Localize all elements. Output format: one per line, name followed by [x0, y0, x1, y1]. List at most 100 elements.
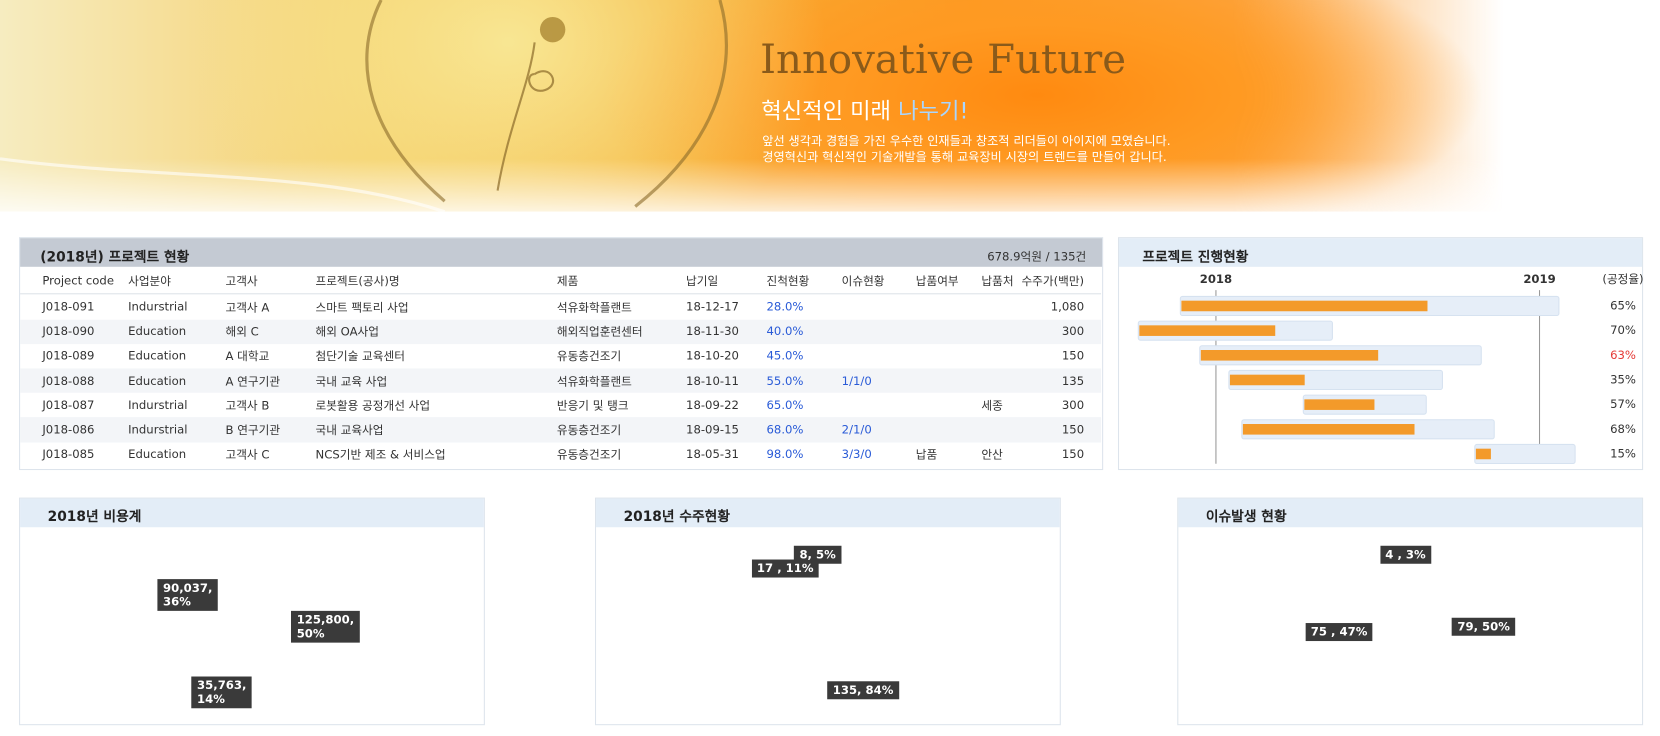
x-tick-label: 2018: [1200, 272, 1232, 286]
table-cell: 18-05-31: [686, 447, 739, 462]
table-cell: 반응기 및 탱크: [556, 398, 629, 413]
column-header: 진척현황: [766, 274, 810, 288]
table-cell: NCS기반 제조 & 서비스업: [315, 448, 446, 462]
table-cell: A 연구기관: [225, 374, 281, 389]
row-stripe: [20, 368, 1102, 393]
data-label: 4 , 3%: [1379, 545, 1431, 564]
banner-subtitle: 혁신적인 미래 나누기!: [761, 94, 968, 126]
row-stripe: [20, 319, 1102, 344]
table-cell: 로봇활용 공정개선 사업: [315, 398, 431, 413]
rate-label: 35%: [1610, 372, 1636, 386]
table-cell: 18-09-15: [686, 422, 739, 437]
banner-line: 경영혁신과 혁신적인 기술개발을 통해 교육장비 시장의 트렌드를 만들어 갑니…: [762, 149, 1167, 165]
task-track: [1474, 443, 1576, 465]
table-cell: 1/1/0: [841, 373, 872, 388]
pie-panel: [19, 497, 485, 726]
table-cell: 고객사 C: [225, 448, 270, 462]
gantt-header: [1119, 238, 1643, 267]
table-cell: 스마트 팩토리 사업: [315, 300, 409, 315]
data-label: 35,763, 14%: [191, 676, 252, 708]
table-cell: 국내 교육 사업: [315, 374, 388, 389]
table-cell: 135: [1061, 373, 1085, 388]
rate-label: 57%: [1610, 397, 1636, 411]
task-progress: [1304, 399, 1375, 410]
table-cell: 150: [1061, 447, 1085, 462]
data-label: 135, 84%: [827, 681, 899, 700]
table-cell: 98.0%: [766, 447, 804, 462]
table-cell: 2/1/0: [841, 422, 872, 437]
column-header: 납품처: [981, 274, 1014, 288]
table-cell: 18-10-11: [686, 373, 739, 388]
banner-line: 앞선 생각과 경험을 가진 우수한 인재들과 창조적 리더들이 아이지에 모였습…: [762, 133, 1171, 149]
table-cell: 해외직업훈련센터: [556, 325, 643, 339]
task-progress: [1200, 350, 1379, 361]
table-cell: Education: [128, 349, 187, 364]
column-header: 고객사: [225, 274, 258, 288]
column-header: 제품: [556, 274, 579, 288]
table-cell: Indurstrial: [128, 398, 188, 413]
table-cell: 유동층건조기: [556, 349, 622, 364]
table-cell: 해외 C: [225, 325, 259, 339]
table-cell: 납품: [915, 448, 938, 462]
data-label: 125,800, 50%: [291, 610, 360, 643]
pie-title: 2018년 수주현황: [623, 509, 730, 526]
table-cell: 65.0%: [766, 398, 804, 413]
rate-label: 68%: [1610, 422, 1636, 436]
table-cell: Indurstrial: [128, 422, 188, 437]
table-cell: 3/3/0: [841, 447, 872, 462]
table-cell: J018-085: [42, 447, 95, 462]
rate-label: 63%: [1610, 348, 1636, 362]
task-progress: [1242, 424, 1415, 435]
table-cell: Education: [128, 324, 187, 339]
data-label: 79, 50%: [1452, 617, 1516, 636]
task-progress: [1139, 325, 1276, 336]
table-cell: 고객사 B: [225, 398, 270, 413]
table-summary: 678.9억원 / 135건: [987, 249, 1087, 264]
table-cell: J018-089: [42, 349, 95, 364]
data-label: 90,037, 36%: [157, 579, 218, 612]
table-cell: 28.0%: [766, 300, 804, 314]
subtitle-accent: 나누기!: [898, 98, 969, 124]
pie-title: 이슈발생 현황: [1205, 509, 1287, 526]
table-cell: Education: [128, 447, 187, 462]
data-label: 17 , 11%: [751, 560, 819, 579]
table-cell: J018-091: [42, 300, 95, 314]
table-cell: J018-086: [42, 422, 95, 437]
column-header: 수주가(백만): [1021, 274, 1085, 288]
table-cell: 해외 OA사업: [315, 325, 379, 339]
table-cell: 300: [1061, 324, 1085, 339]
data-label: 8, 5%: [794, 546, 842, 565]
column-header: 프로젝트(공사)명: [315, 274, 400, 288]
table-cell: 세종: [981, 398, 1003, 413]
table-cell: J018-087: [42, 398, 95, 413]
subtitle: 혁신적인 미래: [761, 98, 892, 124]
table-cell: 150: [1061, 349, 1085, 364]
table-header: [20, 238, 1103, 267]
pie-panel: [1177, 497, 1644, 726]
table-cell: A 대학교: [225, 349, 270, 364]
column-header: 납품여부: [915, 274, 959, 288]
table-cell: 석유화학플랜트: [556, 300, 632, 315]
banner-art: [0, 0, 728, 212]
table-cell: 국내 교육사업: [315, 423, 384, 438]
table-cell: 45.0%: [766, 349, 804, 364]
column-header: Project code: [42, 273, 114, 288]
banner: [0, 0, 1504, 212]
pie-header: [596, 498, 1060, 528]
column-header: 사업분야: [128, 274, 171, 288]
column-header: 이슈현황: [841, 274, 885, 288]
rate-label: 65%: [1610, 298, 1636, 312]
gantt-title: 프로젝트 진행현황: [1142, 249, 1249, 266]
table-cell: 18-10-20: [686, 349, 739, 364]
row-stripe: [20, 417, 1102, 443]
table-cell: 40.0%: [766, 324, 804, 339]
table-cell: 1,080: [1050, 300, 1085, 314]
rate-label: 15%: [1610, 446, 1636, 460]
table-cell: 안산: [981, 448, 1003, 462]
table-cell: 150: [1061, 422, 1085, 437]
table-cell: 첨단기술 교육센터: [315, 349, 405, 364]
table-cell: 55.0%: [766, 373, 804, 388]
task-progress: [1181, 300, 1428, 312]
